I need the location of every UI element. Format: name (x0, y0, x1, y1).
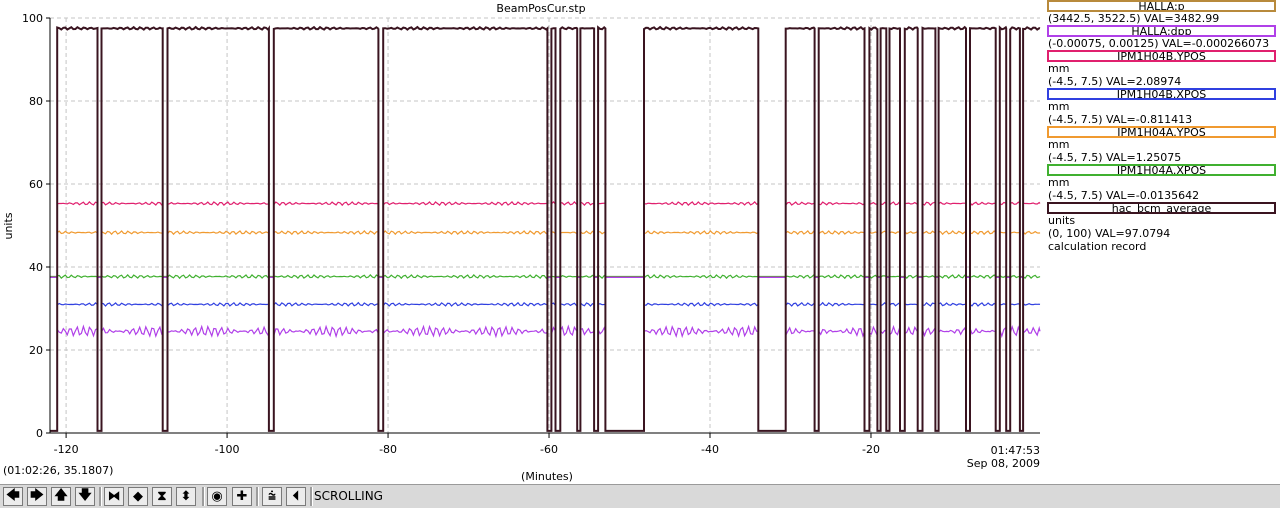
reset-button[interactable]: ◉ (207, 487, 227, 506)
plus-icon: ✚ (236, 489, 248, 504)
series-line-hac-bcm-average (50, 25, 1041, 432)
legend-series-name[interactable]: HALLA:p (1047, 0, 1276, 12)
legend-range-value: (-4.5, 7.5) VAL=-0.0135642 (1048, 189, 1200, 202)
cursor-readout: (01:02:26, 35.1807) (3, 464, 114, 477)
legend-extra: calculation record (1048, 240, 1147, 253)
y-axis-label: units (2, 212, 15, 239)
scroll-to-end-button[interactable]: ⏴ (286, 487, 306, 506)
legend-unit: mm (1048, 62, 1070, 75)
x-tick-label: -20 (862, 443, 880, 456)
x-axis-label: (Minutes) (521, 470, 573, 483)
x-tick-label: -120 (54, 443, 79, 456)
legend-range-value: (-4.5, 7.5) VAL=1.25075 (1048, 151, 1182, 164)
y-tick-label: 20 (29, 344, 43, 357)
legend-item[interactable]: IPM1H04A.YPOS mm (-4.5, 7.5) VAL=1.25075 (1043, 126, 1280, 164)
y-tick-label: 0 (36, 427, 43, 440)
series-line-ipm1h04a-ypos (50, 230, 1041, 278)
legend-item[interactable]: IPM1H04B.XPOS mm (-4.5, 7.5) VAL=-0.811413 (1043, 88, 1280, 126)
legend: HALLA:p (3442.5, 3522.5) VAL=3482.99 HALLA… (1043, 0, 1280, 272)
zoom-in-x-icon: ⧓ (107, 489, 121, 504)
series-line-halla-dpp (50, 276, 1041, 339)
autoscale-icon: ⩭ (268, 489, 276, 504)
pan-right-button[interactable]: 🡆 (27, 487, 47, 506)
arrow-right-icon: 🡆 (30, 487, 44, 503)
zoom-out-y-icon: ⬍ (180, 489, 192, 504)
zoom-in-x-button[interactable]: ⧓ (104, 487, 124, 506)
legend-series-name[interactable]: hac_bcm_average (1047, 202, 1276, 214)
legend-unit: units (1048, 214, 1076, 227)
legend-item[interactable]: IPM1H04B.YPOS mm (-4.5, 7.5) VAL=2.08974 (1043, 50, 1280, 88)
toolbar: SCROLLING 🡄 🡆 🡅 🡇 ⧓ ◆ ⧗ ⬍ ◉ ✚ ⩭ ⏴ (0, 484, 1280, 508)
zoom-out-x-button[interactable]: ◆ (128, 487, 148, 506)
y-tick-label: 40 (29, 261, 43, 274)
series-line-ipm1h04b-ypos (50, 200, 1041, 278)
legend-item[interactable]: IPM1H04A.XPOS mm (-4.5, 7.5) VAL=-0.013564… (1043, 164, 1280, 202)
chart-title: BeamPosCur.stp (496, 2, 585, 15)
legend-range-value: (-4.5, 7.5) VAL=-0.811413 (1048, 113, 1193, 126)
y-tick-label: 60 (29, 178, 43, 191)
legend-series-name[interactable]: IPM1H04B.YPOS (1047, 50, 1276, 62)
legend-range-value: (-0.00075, 0.00125) VAL=-0.000266073 (1048, 37, 1270, 50)
add-button[interactable]: ✚ (232, 487, 252, 506)
axes: 0 20 40 60 80 100 -120 -100 -80 -60 -40 -20 (22, 12, 1040, 456)
zoom-in-y-icon: ⧗ (157, 489, 167, 504)
legend-series-name[interactable]: IPM1H04B.XPOS (1047, 88, 1276, 100)
zoom-out-x-icon: ◆ (133, 489, 143, 504)
mode-label: SCROLLING (314, 489, 383, 503)
reset-icon: ◉ (211, 489, 223, 504)
pan-up-button[interactable]: 🡅 (51, 487, 71, 506)
toolbar-separator (256, 487, 259, 506)
end-time-label: 01:47:53 (991, 444, 1040, 457)
legend-unit: mm (1048, 138, 1070, 151)
series-line-ipm1h04a-xpos (50, 273, 1041, 280)
legend-series-name[interactable]: HALLA:dpp (1047, 25, 1276, 37)
toolbar-separator (310, 487, 313, 506)
plot-area[interactable]: BeamPosCur.stp 0 20 40 60 80 100 -120 -100 -80 -6… (0, 0, 1045, 484)
autoscale-button[interactable]: ⩭ (262, 487, 282, 506)
x-tick-label: -100 (215, 443, 240, 456)
arrow-left-icon: 🡄 (6, 487, 20, 503)
arrow-down-icon: 🡇 (78, 487, 92, 503)
grid (50, 17, 1040, 433)
zoom-in-y-button[interactable]: ⧗ (152, 487, 172, 506)
x-tick-label: -80 (379, 443, 397, 456)
legend-range-value: (-4.5, 7.5) VAL=2.08974 (1048, 75, 1182, 88)
legend-item[interactable]: HALLA:dpp (-0.00075, 0.00125) VAL=-0.0002… (1043, 25, 1280, 50)
series-layer (50, 25, 1041, 432)
arrow-up-icon: 🡅 (54, 487, 68, 503)
legend-range-value: (3442.5, 3522.5) VAL=3482.99 (1048, 12, 1220, 25)
toolbar-separator (99, 487, 102, 506)
legend-series-name[interactable]: IPM1H04A.YPOS (1047, 126, 1276, 138)
y-tick-label: 80 (29, 95, 43, 108)
legend-unit: mm (1048, 176, 1070, 189)
y-tick-label: 100 (22, 12, 43, 25)
pan-down-button[interactable]: 🡇 (75, 487, 95, 506)
x-tick-label: -40 (701, 443, 719, 456)
pan-left-button[interactable]: 🡄 (3, 487, 23, 506)
scroll-end-icon: ⏴ (292, 489, 300, 504)
legend-series-name[interactable]: IPM1H04A.XPOS (1047, 164, 1276, 176)
legend-item[interactable]: hac_bcm_average units (0, 100) VAL=97.0794… (1043, 202, 1280, 253)
series-line-ipm1h04b-xpos (50, 276, 1041, 308)
legend-unit: mm (1048, 100, 1070, 113)
end-date-label: Sep 08, 2009 (967, 457, 1040, 470)
legend-range-value: (0, 100) VAL=97.0794 (1048, 227, 1171, 240)
legend-item[interactable]: HALLA:p (3442.5, 3522.5) VAL=3482.99 (1043, 0, 1280, 25)
zoom-out-y-button[interactable]: ⬍ (176, 487, 196, 506)
x-tick-label: -60 (540, 443, 558, 456)
toolbar-separator (202, 487, 205, 506)
